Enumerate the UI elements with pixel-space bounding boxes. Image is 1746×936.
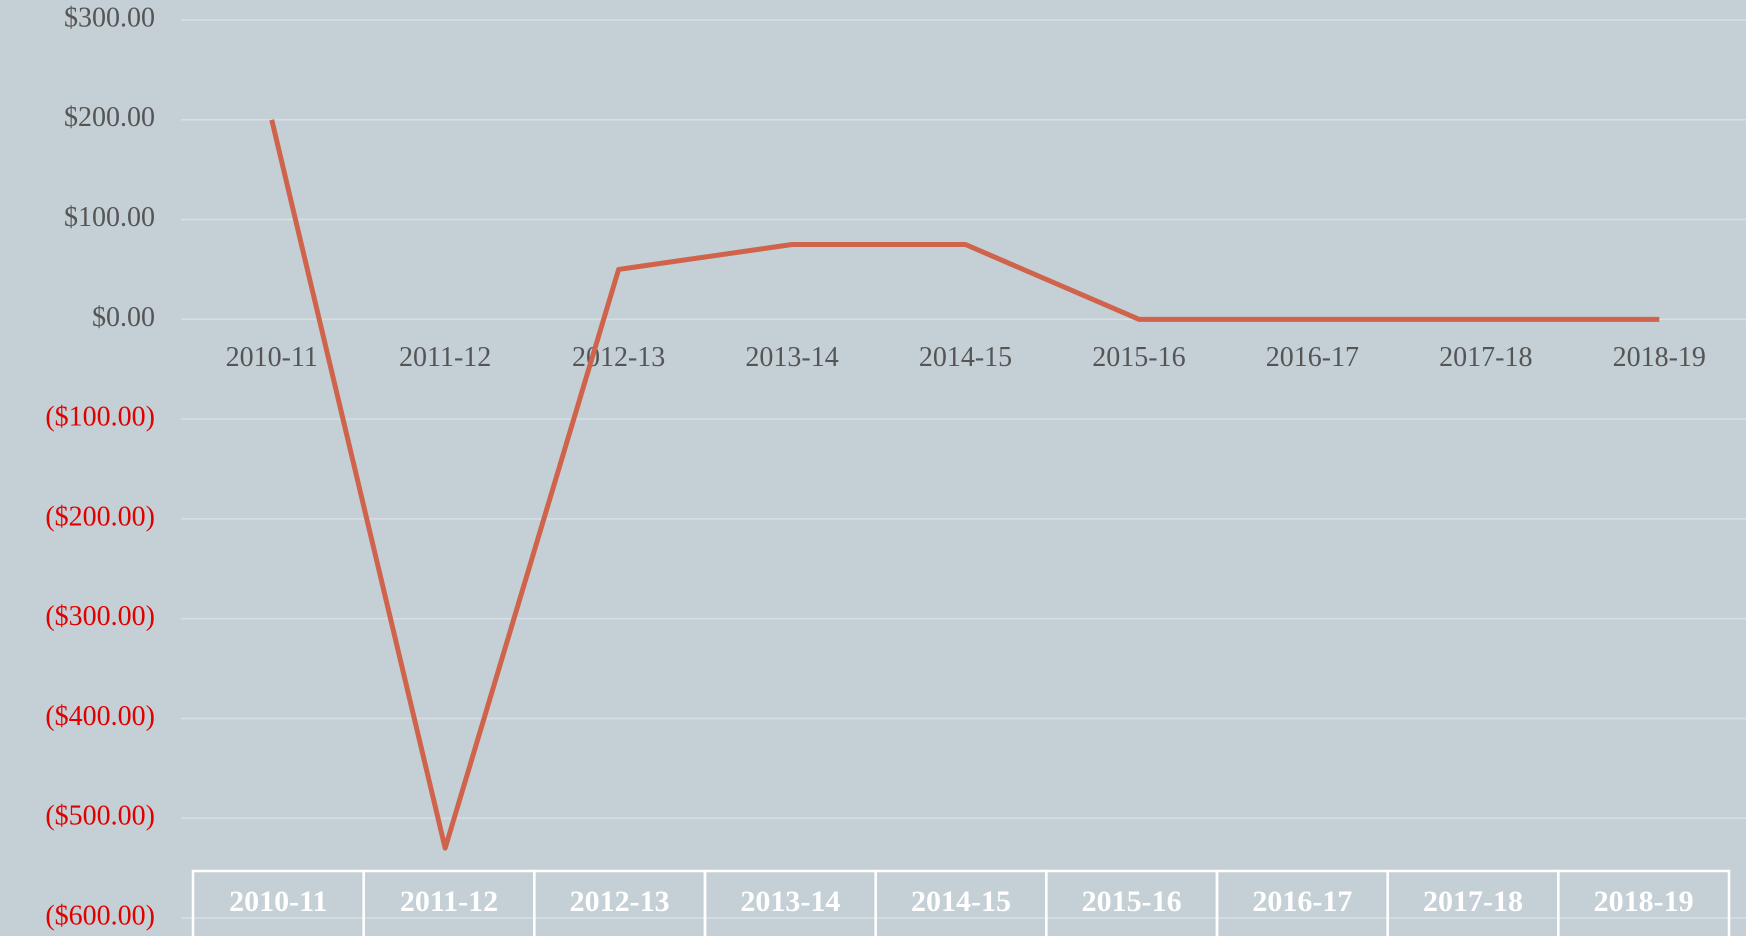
y-tick-label: ($400.00): [45, 701, 155, 732]
y-tick-label: ($500.00): [45, 801, 155, 832]
table-header: 2010-11: [229, 885, 327, 918]
table-header: 2017-18: [1423, 885, 1523, 918]
table-cell: [1557, 869, 1731, 936]
y-tick-label: $300.00: [64, 2, 155, 33]
x-tick-label: 2012-13: [572, 342, 665, 373]
y-tick-label: ($200.00): [45, 501, 155, 532]
table-header: 2015-16: [1082, 885, 1182, 918]
y-tick-label: $0.00: [92, 302, 155, 333]
y-tick-label: ($100.00): [45, 402, 155, 433]
y-tick-label: ($300.00): [45, 601, 155, 632]
x-tick-label: 2011-12: [399, 342, 491, 373]
x-tick-label: 2014-15: [919, 342, 1012, 373]
x-tick-label: 2015-16: [1092, 342, 1185, 373]
x-tick-label: 2010-11: [226, 342, 318, 373]
table-header: 2012-13: [570, 885, 670, 918]
table-header: 2018-19: [1594, 885, 1694, 918]
table-header: 2011-12: [400, 885, 498, 918]
x-tick-label: 2016-17: [1266, 342, 1359, 373]
y-tick-label: $200.00: [64, 102, 155, 133]
y-tick-label: ($600.00): [45, 900, 155, 931]
table-header: 2014-15: [911, 885, 1011, 918]
y-tick-label: $100.00: [64, 202, 155, 233]
x-tick-label: 2017-18: [1439, 342, 1532, 373]
table-header: 2013-14: [740, 885, 840, 918]
x-tick-label: 2013-14: [745, 342, 838, 373]
x-tick-label: 2018-19: [1613, 342, 1706, 373]
line: [269, 119, 1660, 851]
table-header: 2016-17: [1252, 885, 1352, 918]
